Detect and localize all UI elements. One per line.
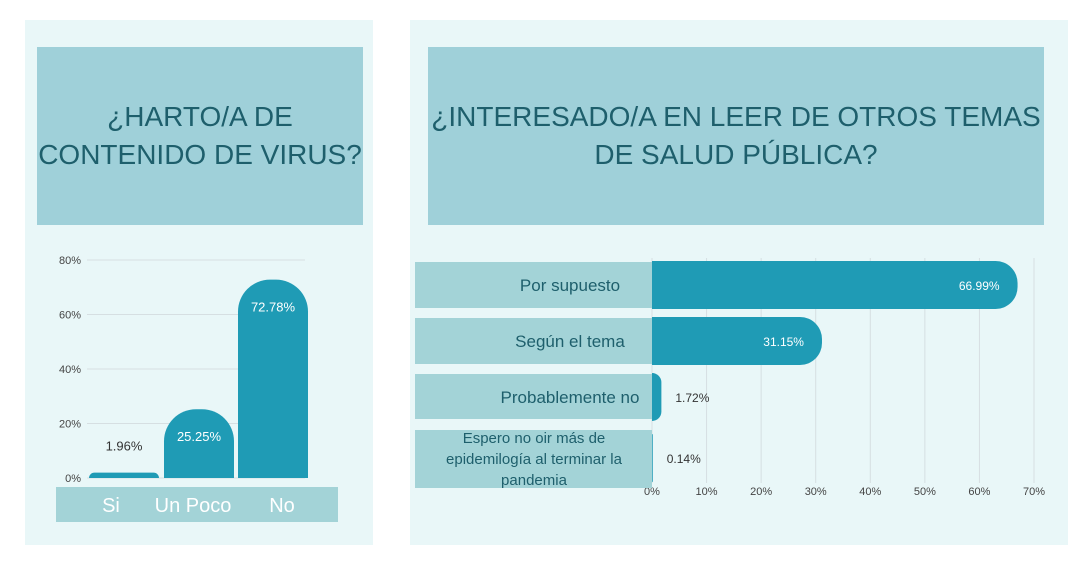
left-panel: ¿HARTO/A DE CONTENIDO DE VIRUS? [25,20,373,545]
right-category-band [415,262,652,308]
right-x-tick-label: 70% [1023,486,1045,498]
right-data-label: 0.14% [667,452,701,466]
right-category-band [415,374,652,419]
right-data-label: 31.15% [763,335,804,349]
right-category-label: Según el tema [515,332,625,351]
right-bar [652,373,662,421]
right-category-label: epidemilogía al terminar la [446,451,623,468]
right-category-band [415,318,652,364]
right-x-tick-label: 20% [750,486,772,498]
right-x-tick-label: 40% [859,486,881,498]
left-category-label: No [269,495,295,517]
right-category-label: Espero no oir más de [463,430,606,447]
right-x-tick-label: 30% [805,486,827,498]
right-category-label: Por supuesto [520,276,620,295]
right-bar [652,317,822,365]
right-category-band [415,430,652,488]
right-x-tick-label: 10% [696,486,718,498]
left-category-band [56,487,338,522]
right-category-label: Probablemente no [501,388,640,407]
right-x-tick-label: 0% [644,486,660,498]
left-category-label: Un Poco [155,495,232,517]
right-bar [652,434,653,482]
left-bar [238,279,308,478]
left-bar [164,409,234,478]
right-data-label: 1.72% [675,391,709,405]
right-data-label: 66.99% [959,279,1000,293]
left-y-tick-label: 20% [59,419,81,431]
left-y-tick-label: 40% [59,364,81,376]
left-data-label: 72.78% [251,300,296,315]
right-bar [652,261,1018,309]
left-y-tick-label: 60% [59,310,81,322]
left-chart-title: ¿HARTO/A DE CONTENIDO DE VIRUS? [37,47,363,225]
right-chart-title: ¿INTERESADO/A EN LEER DE OTROS TEMAS DE … [428,47,1044,225]
left-data-label: 1.96% [106,439,143,454]
right-x-tick-label: 60% [968,486,990,498]
left-data-label: 25.25% [177,429,222,444]
left-bar [89,472,159,478]
left-y-tick-label: 0% [65,473,81,485]
right-x-tick-label: 50% [914,486,936,498]
left-category-label: Si [102,495,120,517]
left-y-tick-label: 80% [59,255,81,267]
right-category-label: pandemia [501,472,568,489]
